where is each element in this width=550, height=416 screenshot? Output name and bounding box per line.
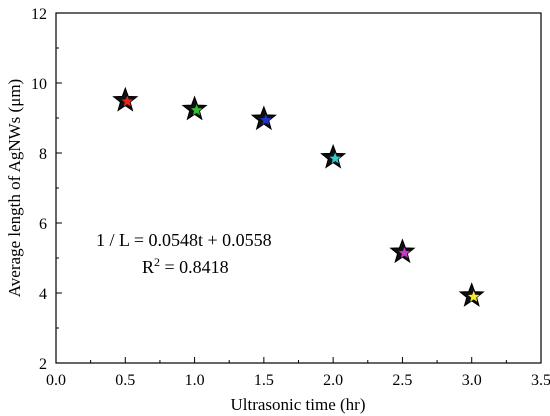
star-marker-fill bbox=[121, 95, 133, 107]
star-marker bbox=[389, 238, 416, 264]
data-point bbox=[181, 95, 208, 121]
x-tick-label: 3.5 bbox=[531, 372, 550, 389]
x-tick-label: 2.5 bbox=[392, 372, 412, 389]
y-tick-label: 2 bbox=[39, 356, 47, 373]
data-points bbox=[112, 86, 485, 307]
star-marker bbox=[250, 105, 277, 131]
star-marker bbox=[181, 95, 208, 121]
data-point bbox=[458, 282, 485, 307]
star-marker bbox=[112, 86, 139, 112]
star-marker-fill bbox=[468, 290, 480, 302]
data-point bbox=[112, 86, 139, 112]
y-tick-label: 4 bbox=[39, 286, 47, 303]
y-tick-label: 8 bbox=[39, 146, 47, 163]
x-tick-label: 0.0 bbox=[46, 372, 66, 389]
data-point bbox=[320, 143, 347, 169]
plot-frame bbox=[55, 12, 542, 364]
x-tick-label: 3.0 bbox=[462, 372, 482, 389]
x-tick-label: 1.5 bbox=[254, 372, 274, 389]
star-marker bbox=[458, 282, 485, 307]
y-axis-label: Average length of AgNWs (μm) bbox=[5, 79, 24, 297]
fit-equation: 1 / L = 0.0548t + 0.0558 bbox=[96, 230, 272, 250]
r-squared-value: = 0.8418 bbox=[160, 257, 229, 277]
y-tick-label: 6 bbox=[39, 216, 47, 233]
y-axis: 2 4 6 8 10 12 bbox=[31, 6, 62, 373]
star-marker-fill bbox=[190, 104, 203, 116]
r-squared-symbol: R bbox=[142, 257, 154, 277]
star-marker-fill bbox=[329, 152, 341, 164]
r-squared-exponent: 2 bbox=[154, 255, 160, 269]
y-tick-label: 10 bbox=[31, 76, 47, 93]
star-marker bbox=[320, 143, 347, 169]
star-marker-fill bbox=[398, 247, 411, 258]
x-axis-label: Ultrasonic time (hr) bbox=[230, 395, 365, 414]
data-point bbox=[389, 238, 416, 264]
star-marker-fill bbox=[260, 114, 272, 125]
x-axis: 0.0 0.5 1.0 1.5 2.0 2.5 3.0 3.5 bbox=[46, 357, 550, 389]
r-squared: R2 = 0.8418 bbox=[142, 255, 229, 277]
data-point bbox=[250, 105, 277, 131]
y-tick-label: 12 bbox=[31, 6, 47, 23]
x-tick-label: 1.0 bbox=[185, 372, 205, 389]
x-tick-label: 0.5 bbox=[115, 372, 135, 389]
x-tick-label: 2.0 bbox=[323, 372, 343, 389]
